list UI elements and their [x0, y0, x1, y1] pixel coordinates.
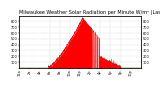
Text: Milwaukee Weather Solar Radiation per Minute W/m² (Last 24 Hours): Milwaukee Weather Solar Radiation per Mi… — [19, 10, 160, 15]
